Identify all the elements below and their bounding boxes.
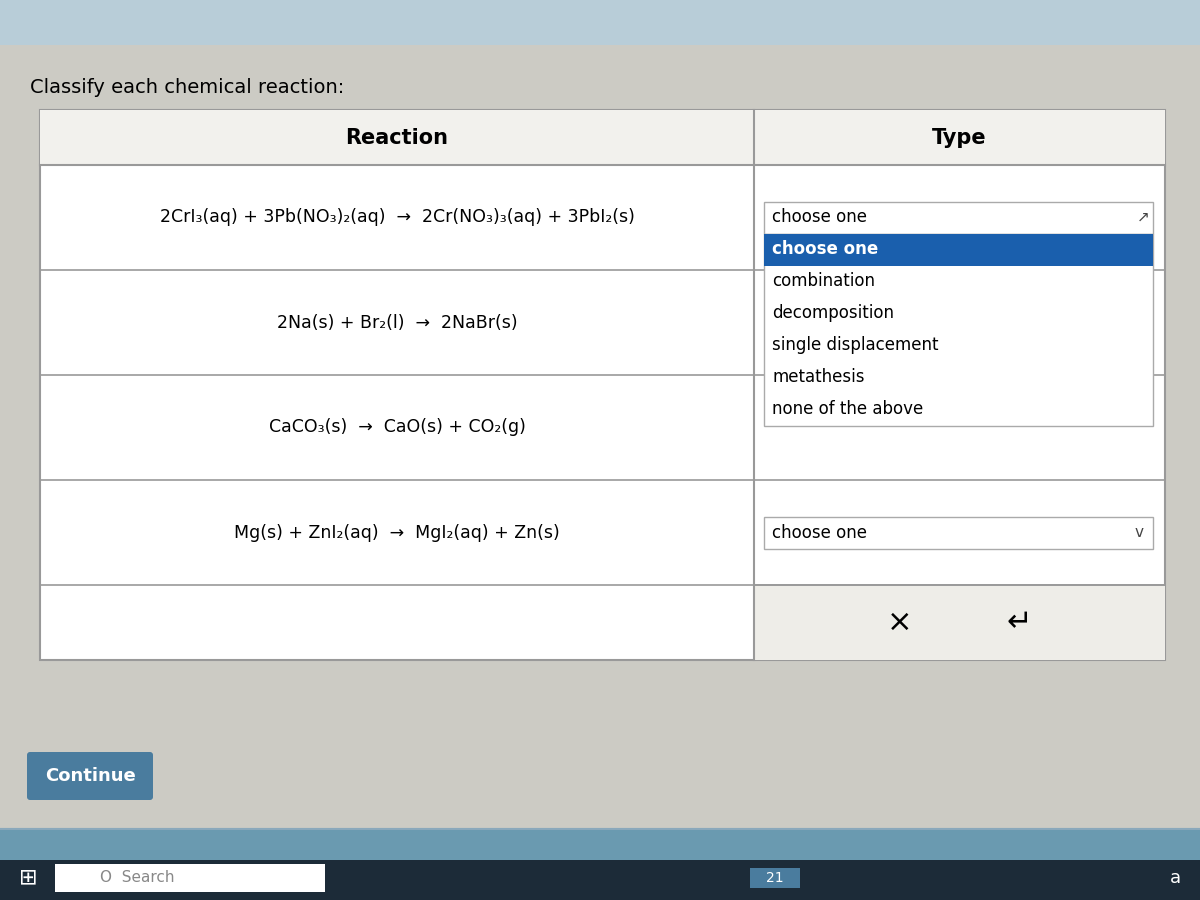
Text: none of the above: none of the above — [772, 400, 923, 418]
Bar — [40, 110, 1165, 165]
Text: CaCO₃(s)  →  CaO(s) + CO₂(g): CaCO₃(s) → CaO(s) + CO₂(g) — [269, 418, 526, 436]
Text: choose one: choose one — [772, 524, 866, 542]
Bar — [40, 110, 1165, 660]
Text: choose one: choose one — [772, 209, 866, 227]
Bar — [0, 860, 1200, 900]
Text: Continue: Continue — [44, 767, 136, 785]
Text: a: a — [1170, 869, 1181, 887]
Bar — [0, 0, 1200, 45]
Text: v: v — [1134, 525, 1144, 540]
Bar — [764, 517, 1153, 548]
Bar — [764, 202, 1153, 233]
Text: O  Search: O Search — [100, 870, 174, 886]
FancyBboxPatch shape — [28, 752, 154, 800]
Text: decomposition: decomposition — [772, 304, 894, 322]
Text: metathesis: metathesis — [772, 368, 864, 386]
Text: ⊞: ⊞ — [19, 868, 37, 888]
Text: ↵: ↵ — [1007, 608, 1032, 637]
Bar — [0, 830, 1200, 860]
Text: combination: combination — [772, 273, 875, 291]
Bar — [764, 233, 1153, 426]
Text: Reaction: Reaction — [346, 128, 449, 148]
Bar — [55, 864, 325, 892]
Bar — [754, 585, 1165, 660]
Text: 21: 21 — [766, 871, 784, 885]
Text: Type: Type — [932, 128, 986, 148]
Text: 2Na(s) + Br₂(l)  →  2NaBr(s): 2Na(s) + Br₂(l) → 2NaBr(s) — [277, 313, 517, 331]
Text: Classify each chemical reaction:: Classify each chemical reaction: — [30, 78, 344, 97]
Text: ×: × — [887, 608, 912, 637]
Text: choose one: choose one — [772, 240, 878, 258]
Text: ↗: ↗ — [1136, 210, 1150, 225]
Text: single displacement: single displacement — [772, 337, 938, 355]
Bar — [750, 868, 800, 888]
Bar — [764, 233, 1153, 266]
Text: Mg(s) + ZnI₂(aq)  →  MgI₂(aq) + Zn(s): Mg(s) + ZnI₂(aq) → MgI₂(aq) + Zn(s) — [234, 524, 560, 542]
Text: 2CrI₃(aq) + 3Pb(NO₃)₂(aq)  →  2Cr(NO₃)₃(aq) + 3PbI₂(s): 2CrI₃(aq) + 3Pb(NO₃)₂(aq) → 2Cr(NO₃)₃(aq… — [160, 209, 635, 227]
